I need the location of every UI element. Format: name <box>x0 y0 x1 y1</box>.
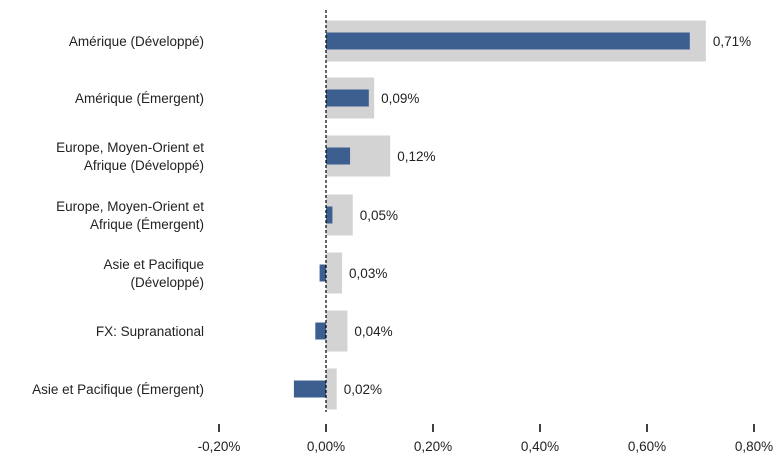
bar-foreground <box>326 89 369 107</box>
value-label: 0,12% <box>397 149 435 164</box>
bar-background <box>326 368 337 410</box>
value-label: 0,02% <box>344 382 382 397</box>
value-labels: 0,71% 0,09% 0,12% 0,05% 0,03% 0,04% 0,02% <box>344 34 751 397</box>
x-tick-label: 0,60% <box>628 439 666 454</box>
bar-foreground <box>319 264 326 282</box>
value-label: 0,04% <box>354 324 392 339</box>
bar-background <box>326 252 343 294</box>
category-label: Amérique (Émergent) <box>75 91 204 106</box>
bar-foreground <box>326 147 351 165</box>
value-label: 0,09% <box>381 91 419 106</box>
category-label: Europe, Moyen-Orient et <box>56 199 204 214</box>
bar-background <box>326 310 348 352</box>
x-axis: -0,20% 0,00% 0,20% 0,40% 0,60% 0,80% <box>198 424 773 454</box>
category-label: Afrique (Émergent) <box>90 217 204 232</box>
bar-foreground <box>315 322 326 340</box>
category-label: Amérique (Développé) <box>69 34 204 49</box>
category-label: Europe, Moyen-Orient et <box>56 140 204 155</box>
x-tick-label: 0,20% <box>414 439 452 454</box>
category-label: Asie et Pacifique (Émergent) <box>32 382 204 397</box>
x-tick-label: 0,80% <box>735 439 773 454</box>
x-tick-label: 0,00% <box>307 439 345 454</box>
value-label: 0,05% <box>360 208 398 223</box>
category-label: (Développé) <box>130 275 204 290</box>
bar-foreground <box>293 380 326 398</box>
value-label: 0,71% <box>713 34 751 49</box>
foreground-bars <box>293 32 690 398</box>
x-tick-label: 0,40% <box>521 439 559 454</box>
value-label: 0,03% <box>349 266 387 281</box>
category-labels: Amérique (Développé) Amérique (Émergent) E… <box>32 34 204 397</box>
x-tick-label: -0,20% <box>198 439 241 454</box>
category-label: FX: Supranational <box>96 324 204 339</box>
bar-foreground <box>326 32 690 50</box>
bar-foreground <box>326 206 333 224</box>
category-label: Afrique (Développé) <box>84 158 204 173</box>
category-label: Asie et Pacifique <box>103 257 204 272</box>
